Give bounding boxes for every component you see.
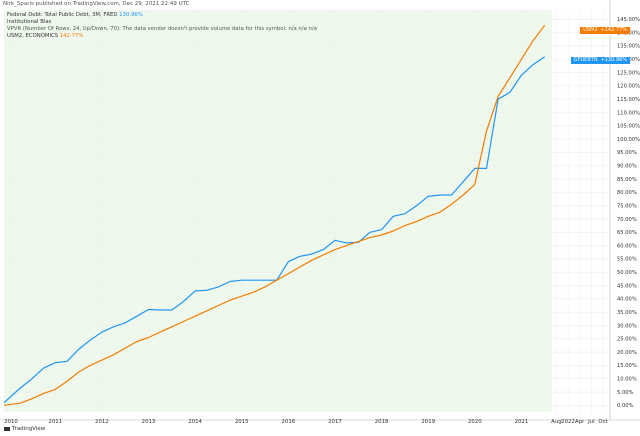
x-tick-label: 2012 <box>95 419 109 425</box>
x-tick-label: 2019 <box>421 419 435 425</box>
x-tick-label: 2018 <box>375 419 389 425</box>
y-axis-ticks: 0.00% 5.00% 10.00% 15.00% 20.00% 25.00% 30.00%… <box>617 17 640 409</box>
price-tag-name: GFDEBTN <box>573 57 598 63</box>
y-tick-label: 20.00% <box>617 350 637 356</box>
y-tick-label: 40.00% <box>617 297 637 303</box>
x-tick-label: Aug <box>551 419 562 425</box>
x-tick-label: 2016 <box>281 419 295 425</box>
y-tick-label: 125.00% <box>617 70 640 76</box>
y-tick-label: 95.00% <box>617 150 637 156</box>
tradingview-logo[interactable]: TradingView <box>4 426 45 432</box>
legend-item-federal-debt[interactable]: Federal Debt: Total Public Debt, 3M, FRE… <box>7 12 317 19</box>
y-tick-label: 100.00% <box>617 137 640 143</box>
x-tick-label: 2011 <box>48 419 62 425</box>
x-tick-label: 2020 <box>468 419 482 425</box>
x-tick-label: Oct <box>598 419 607 425</box>
publisher-note: Nirk_Sparis published on TradingView.com… <box>3 1 190 7</box>
y-tick-label: 65.00% <box>617 230 637 236</box>
legend-label: VPVR (Number Of Rows, 24, Up/Down, 70): … <box>7 25 287 32</box>
tradingview-logo-icon <box>4 426 10 431</box>
chart-axes <box>0 0 640 421</box>
series-line-gfdebtn <box>3 56 546 404</box>
brand-label: TradingView <box>12 426 46 432</box>
x-tick-label: Apr <box>575 419 585 425</box>
y-tick-label: 75.00% <box>617 203 637 209</box>
x-tick-label: 2015 <box>235 419 249 425</box>
x-tick-label: 2017 <box>328 419 342 425</box>
price-tag-gfdebtn: GFDEBTN +130.96% <box>570 57 630 64</box>
y-tick-label: 10.00% <box>617 377 637 383</box>
y-tick-label: 105.00% <box>617 124 640 130</box>
y-tick-label: 60.00% <box>617 243 637 249</box>
x-axis-ticks: 2010 2011 2012 2013 2014 2015 2016 2017 2018 2019… <box>4 419 608 425</box>
chart-series <box>3 24 546 406</box>
y-tick-label: 35.00% <box>617 310 637 316</box>
legend-item-usm2[interactable]: USM2, ECONOMICS 142.77% <box>7 33 317 40</box>
y-tick-label: 115.00% <box>617 97 640 103</box>
y-tick-label: 70.00% <box>617 217 637 223</box>
y-tick-label: 55.00% <box>617 257 637 263</box>
x-tick-label: Jul <box>587 419 595 425</box>
y-tick-label: 110.00% <box>617 110 640 116</box>
legend-value: 130.96% <box>119 12 143 18</box>
legend-item-vpvr[interactable]: VPVR (Number Of Rows, 24, Up/Down, 70): … <box>7 26 317 33</box>
x-tick-label: 2021 <box>515 419 529 425</box>
series-line-usm2 <box>3 24 546 406</box>
y-tick-label: 85.00% <box>617 177 637 183</box>
x-tick-label: 2013 <box>142 419 156 425</box>
price-tag-value: +130.96% <box>600 57 627 63</box>
x-tick-label: 2010 <box>4 419 18 425</box>
y-tick-label: 5.00% <box>617 390 634 396</box>
highlight-range <box>4 10 552 412</box>
chart-legend: Federal Debt: Total Public Debt, 3M, FRE… <box>7 12 317 40</box>
legend-value: 142.77% <box>59 32 84 39</box>
price-tag-value: +142.77% <box>600 27 627 33</box>
y-tick-label: 15.00% <box>617 363 637 369</box>
highlight-band <box>4 10 552 412</box>
chart-grid <box>4 10 610 412</box>
x-tick-label: 2014 <box>188 419 202 425</box>
x-tick-label: 2022 <box>561 419 575 425</box>
y-tick-label: 50.00% <box>617 270 637 276</box>
y-tick-label: 25.00% <box>617 337 637 343</box>
price-tag-name: USM2 <box>583 27 598 33</box>
y-tick-label: 120.00% <box>617 84 640 90</box>
y-tick-label: 90.00% <box>617 164 637 170</box>
legend-label: Federal Debt: Total Public Debt, 3M, FRE… <box>7 12 118 18</box>
y-tick-label: 30.00% <box>617 323 637 329</box>
y-tick-label: 135.00% <box>617 44 640 50</box>
y-tick-label: 80.00% <box>617 190 637 196</box>
y-tick-label: 45.00% <box>617 283 637 289</box>
y-tick-label: 145.00% <box>617 17 640 23</box>
y-tick-label: 0.00% <box>617 403 634 409</box>
legend-label: USM2, ECONOMICS <box>7 32 59 39</box>
price-tag-usm2: USM2 +142.77% <box>580 27 630 34</box>
legend-label: Institutional Bias <box>7 18 52 25</box>
legend-item-institutional-bias[interactable]: Institutional Bias <box>7 19 317 26</box>
legend-value: n/a n/a n/a <box>288 25 317 32</box>
